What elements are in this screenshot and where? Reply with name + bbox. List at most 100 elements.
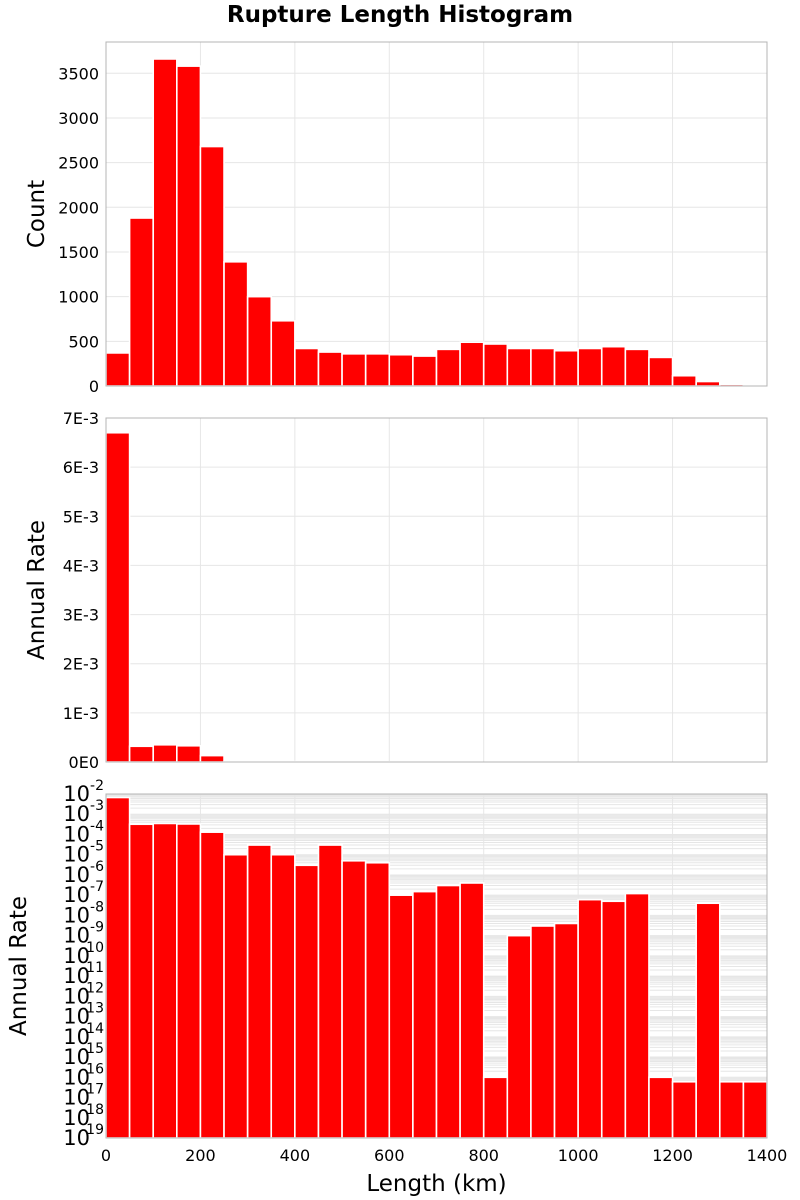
histogram-bar bbox=[128, 745, 155, 763]
plot-frame bbox=[105, 41, 768, 387]
y-tick-exponent: -4 bbox=[90, 818, 104, 834]
y-tick-label: 10 bbox=[63, 1025, 90, 1049]
y-tick-exponent: -17 bbox=[81, 1082, 104, 1098]
x-tick-label: 200 bbox=[185, 1146, 216, 1165]
y-tick-label: 10 bbox=[63, 863, 90, 887]
y-tick-label: 2E-3 bbox=[63, 655, 99, 674]
x-tick-label: 800 bbox=[468, 1146, 499, 1165]
y-tick-label: 1000 bbox=[58, 288, 99, 307]
histogram-bar bbox=[506, 347, 532, 387]
y-tick-exponent: -3 bbox=[90, 798, 104, 814]
y-tick-exponent: -12 bbox=[81, 980, 104, 996]
histogram-bar bbox=[742, 1080, 768, 1139]
histogram-bar bbox=[482, 343, 509, 387]
y-tick-exponent: -13 bbox=[81, 1001, 104, 1017]
histogram-bar bbox=[412, 890, 438, 1139]
histogram-bar bbox=[294, 347, 320, 387]
histogram-bar bbox=[624, 348, 650, 387]
y-tick-label: 10 bbox=[63, 964, 90, 988]
y-tick-exponent: -5 bbox=[90, 839, 104, 855]
panel-count: 0 500 1000 1500 2000 2500 3000 3500 Count bbox=[24, 41, 768, 396]
y-tick-exponent: -11 bbox=[81, 960, 104, 976]
histogram-bar bbox=[317, 351, 343, 387]
y-axis-label: Count bbox=[24, 180, 50, 248]
histogram-bar bbox=[388, 894, 414, 1139]
histogram-bar bbox=[199, 754, 225, 763]
y-tick-label: 6E-3 bbox=[63, 458, 99, 477]
histogram-bar bbox=[577, 347, 603, 387]
y-tick-label: 10 bbox=[63, 924, 90, 948]
histogram-bar bbox=[388, 353, 414, 387]
histogram-bar bbox=[530, 925, 556, 1139]
histogram-bar bbox=[199, 145, 225, 387]
y-tick-label: 500 bbox=[68, 332, 99, 351]
panel-annual-rate-log: 10-210-310-410-510-610-710-810 -910-1010-… bbox=[6, 778, 787, 1197]
histogram-bar bbox=[246, 295, 273, 387]
y-tick-label: 1E-3 bbox=[63, 704, 99, 723]
y-tick-label: 10 bbox=[63, 984, 90, 1008]
plot-frame bbox=[105, 417, 768, 763]
x-tick-label: 1200 bbox=[652, 1146, 693, 1165]
histogram-bar bbox=[246, 844, 273, 1139]
y-tick-label: 3E-3 bbox=[63, 606, 99, 625]
histogram-bar bbox=[553, 922, 579, 1139]
histogram-bar bbox=[128, 217, 155, 387]
y-tick-label: 2500 bbox=[58, 154, 99, 173]
y-tick-exponent: -6 bbox=[90, 859, 104, 875]
x-tick-label: 600 bbox=[374, 1146, 405, 1165]
y-tick-exponent: -16 bbox=[81, 1061, 104, 1077]
histogram-bar bbox=[718, 1080, 745, 1139]
histogram-bar bbox=[152, 58, 178, 387]
histogram-bar bbox=[459, 341, 485, 387]
histogram-bar bbox=[105, 352, 131, 387]
histogram-bar bbox=[671, 374, 697, 387]
histogram-bar bbox=[341, 859, 367, 1139]
histogram-bar bbox=[648, 356, 674, 387]
y-tick-label: 10 bbox=[63, 1005, 90, 1029]
histogram-bar bbox=[176, 65, 202, 387]
histogram-bar bbox=[435, 884, 461, 1139]
x-tick-label: 1000 bbox=[558, 1146, 599, 1165]
histogram-bar bbox=[506, 934, 532, 1139]
histogram-bar bbox=[577, 898, 603, 1139]
histogram-bar bbox=[105, 431, 131, 763]
histogram-bar bbox=[482, 1076, 509, 1139]
y-tick-label: 10 bbox=[63, 843, 90, 867]
y-tick-exponent: -10 bbox=[81, 940, 104, 956]
histogram-bar bbox=[176, 823, 202, 1139]
histogram-bar bbox=[530, 347, 556, 387]
histogram-bar bbox=[695, 902, 721, 1139]
panel-annual-rate-linear: 0E0 1E-3 2E-3 3E-3 4E-3 5E-3 6E-3 7E-3 Annual Ra… bbox=[24, 409, 768, 772]
histogram-bar bbox=[105, 796, 131, 1139]
histogram-bar bbox=[624, 892, 650, 1139]
histogram-bar bbox=[648, 1076, 674, 1139]
y-tick-exponent: -2 bbox=[90, 778, 104, 794]
y-tick-label: 3000 bbox=[58, 109, 99, 128]
y-axis-label: Annual Rate bbox=[24, 520, 50, 660]
y-tick-exponent: -14 bbox=[81, 1021, 104, 1037]
histogram-bar bbox=[341, 353, 367, 387]
histogram-bar bbox=[671, 1080, 697, 1139]
histogram-bar bbox=[459, 882, 485, 1139]
histogram-bar bbox=[317, 844, 343, 1139]
x-tick-label: 0 bbox=[101, 1146, 111, 1165]
y-tick-label: 5E-3 bbox=[63, 507, 99, 526]
histogram-bar bbox=[294, 864, 320, 1139]
y-tick-exponent: -19 bbox=[81, 1122, 104, 1138]
y-tick-label: 10 bbox=[63, 1106, 90, 1130]
y-tick-exponent: -7 bbox=[90, 879, 104, 895]
y-tick-label: 1500 bbox=[58, 243, 99, 262]
histogram-bar bbox=[364, 353, 391, 387]
y-tick-label: 2000 bbox=[58, 198, 99, 217]
histogram-bar bbox=[270, 853, 296, 1139]
chart-title: Rupture Length Histogram bbox=[226, 2, 574, 28]
y-tick-exponent: -8 bbox=[90, 899, 104, 915]
histogram-bar bbox=[152, 822, 178, 1139]
histogram-bar bbox=[435, 348, 461, 387]
y-tick-label: 10 bbox=[63, 883, 90, 907]
histogram-bar bbox=[553, 349, 579, 387]
y-tick-label: 3500 bbox=[58, 64, 99, 83]
y-tick-label: 10 bbox=[63, 944, 90, 968]
histogram-bar bbox=[176, 744, 202, 763]
